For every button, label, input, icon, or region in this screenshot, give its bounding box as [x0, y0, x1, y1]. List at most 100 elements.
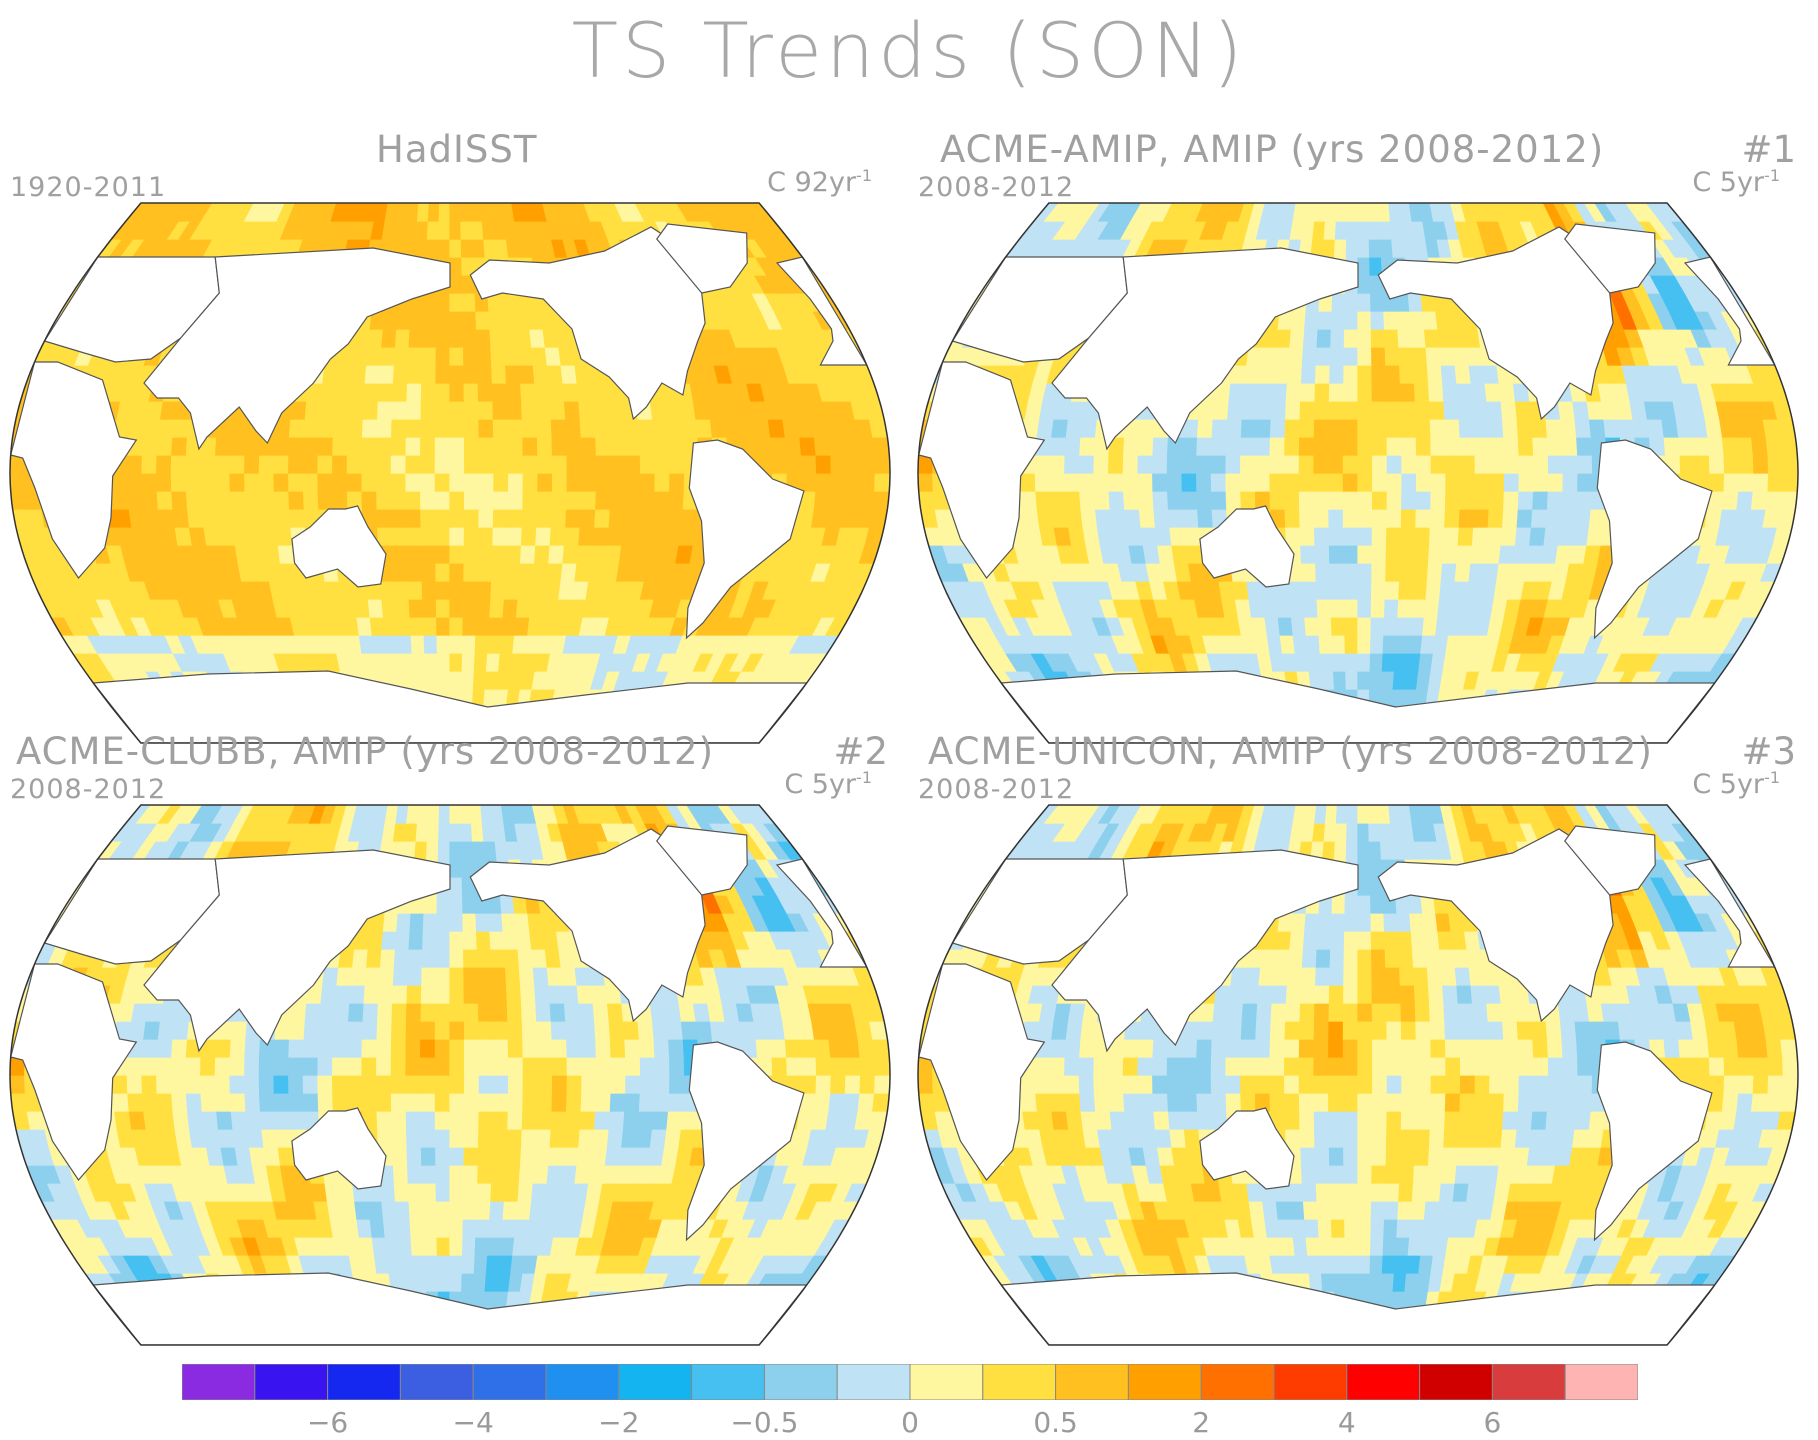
- trend-cell: [1330, 328, 1346, 348]
- trend-cell: [1517, 490, 1535, 510]
- trend-cell: [800, 1056, 818, 1076]
- trend-cell: [1357, 562, 1373, 582]
- trend-cell: [1020, 472, 1037, 492]
- trend-cell: [1123, 490, 1140, 510]
- trend-cell: [506, 400, 523, 420]
- trend-cell: [859, 1074, 876, 1094]
- trend-cell: [548, 382, 566, 402]
- trend-cell: [288, 1020, 306, 1040]
- trend-cell: [493, 436, 510, 456]
- trend-cell: [1342, 400, 1359, 420]
- trend-cell: [1304, 310, 1320, 330]
- trend-cell: [842, 1092, 861, 1112]
- trend-cell: [409, 310, 425, 330]
- trend-cell: [1152, 436, 1170, 456]
- trend-cell: [625, 1074, 642, 1094]
- trend-cell: [1078, 454, 1096, 474]
- trend-cell: [438, 220, 451, 240]
- trend-cell: [449, 1056, 466, 1076]
- trend-cell: [502, 930, 519, 950]
- trend-cell: [503, 580, 521, 600]
- trend-cell: [624, 436, 642, 456]
- trend-cell: [302, 454, 319, 474]
- trend-cell: [624, 1038, 642, 1058]
- trend-cell: [290, 1002, 308, 1022]
- trend-cell: [244, 1074, 261, 1094]
- trend-cell: [475, 1200, 492, 1220]
- trend-cell: [1331, 292, 1347, 312]
- trend-cell: [1079, 436, 1097, 456]
- trend-cell: [408, 930, 425, 950]
- trend-cell: [493, 490, 510, 510]
- trend-cell: [1371, 526, 1388, 546]
- trend-cell: [1314, 382, 1331, 402]
- trend-cell: [421, 1182, 438, 1202]
- trend-cell: [460, 238, 475, 258]
- trend-cell: [551, 1038, 568, 1058]
- trend-cell: [302, 436, 320, 456]
- trend-cell: [367, 598, 385, 618]
- trend-cell: [1468, 364, 1486, 384]
- trend-cell: [1137, 472, 1154, 492]
- trend-cell: [1400, 400, 1417, 420]
- trend-cell: [404, 220, 419, 240]
- trend-cell: [381, 1200, 398, 1220]
- trend-cell: [1440, 364, 1458, 384]
- trend-cell: [322, 966, 340, 986]
- trend-cell: [422, 1218, 438, 1238]
- trend-cell: [1458, 418, 1476, 438]
- trend-cell: [379, 1182, 397, 1202]
- trend-cell: [551, 1092, 568, 1112]
- trend-cell: [141, 490, 160, 510]
- trend-cell: [399, 652, 415, 672]
- trend-cell: [435, 382, 451, 402]
- trend-cell: [815, 1074, 832, 1094]
- trend-cell: [830, 1074, 847, 1094]
- trend-cell: [1468, 562, 1486, 582]
- trend-cell: [637, 1110, 655, 1130]
- trend-cell: [1516, 508, 1534, 528]
- trend-cell: [654, 454, 671, 474]
- trend-cell: [1290, 310, 1307, 330]
- trend-cell: [478, 472, 495, 492]
- trend-cell: [1357, 436, 1374, 456]
- trend-cell: [1287, 346, 1305, 366]
- trend-cell: [1343, 328, 1359, 348]
- trend-cell: [406, 984, 423, 1004]
- trend-cell: [800, 1074, 818, 1094]
- trend-cell: [420, 1146, 437, 1166]
- trend-cell: [1211, 418, 1229, 438]
- trend-cell: [449, 508, 466, 528]
- trend-cell: [1489, 454, 1506, 474]
- trend-cell: [609, 436, 627, 456]
- trend-cell: [319, 400, 337, 420]
- trend-cell: [590, 382, 609, 402]
- trend-cell: [505, 382, 523, 402]
- trend-cell: [1383, 328, 1400, 348]
- trend-cell: [535, 1128, 552, 1148]
- trend-cell: [1518, 454, 1535, 474]
- trend-cell: [784, 436, 803, 456]
- trend-cell: [1397, 328, 1414, 348]
- trend-cell: [1357, 472, 1374, 492]
- trend-cell: [501, 616, 518, 636]
- trend-cell: [478, 1074, 495, 1094]
- trend-cell: [435, 984, 451, 1004]
- trend-cell: [1302, 598, 1319, 618]
- trend-cell: [844, 1074, 862, 1094]
- trend-cell: [376, 472, 393, 492]
- trend-cell: [1328, 400, 1345, 420]
- trend-cell: [680, 1020, 699, 1040]
- trend-cell: [391, 400, 408, 420]
- trend-cell: [434, 1056, 451, 1076]
- trend-cell: [156, 472, 173, 492]
- trend-cell: [1385, 400, 1403, 420]
- trend-cell: [10, 1092, 28, 1112]
- trend-cell: [492, 1110, 509, 1130]
- trend-cell: [1723, 472, 1740, 492]
- trend-cell: [273, 454, 290, 474]
- trend-cell: [435, 580, 451, 600]
- trend-cell: [503, 346, 521, 366]
- trend-cell: [477, 1146, 494, 1166]
- trend-cell: [423, 634, 439, 654]
